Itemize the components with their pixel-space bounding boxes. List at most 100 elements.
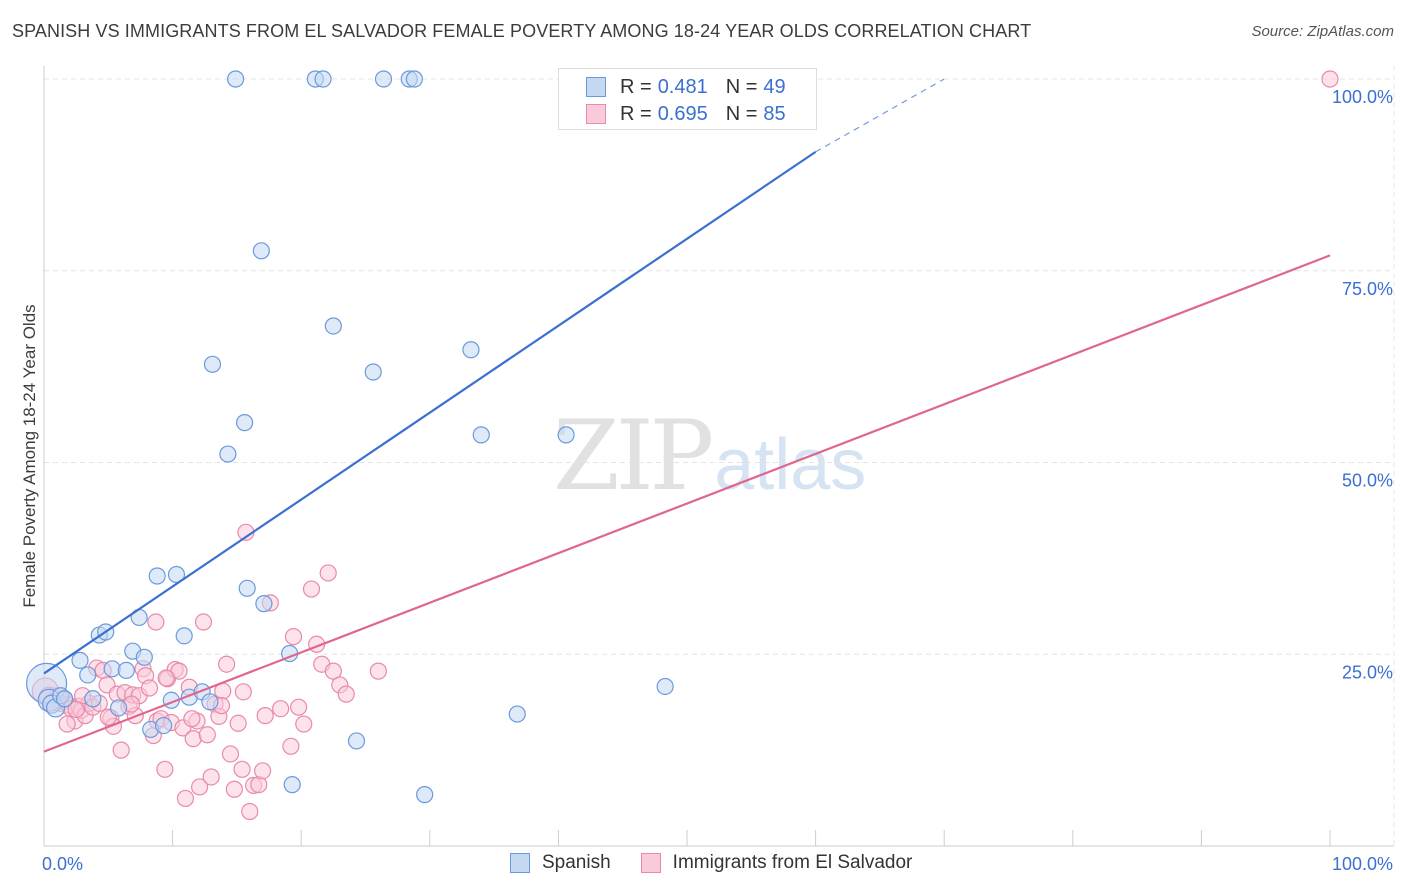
series-legend: Spanish Immigrants from El Salvador bbox=[510, 852, 942, 874]
x-tick-label: 0.0% bbox=[42, 854, 83, 874]
series-swatch-spanish bbox=[510, 853, 530, 873]
point-spanish bbox=[324, 317, 342, 335]
legend-n-value: 85 bbox=[763, 102, 786, 125]
legend-n-value: 49 bbox=[763, 75, 786, 98]
point-spanish bbox=[283, 776, 301, 794]
point-spanish bbox=[175, 627, 193, 645]
point-spanish bbox=[79, 666, 97, 684]
trendline-el-salvador bbox=[43, 254, 1331, 753]
point-el-salvador bbox=[284, 628, 303, 646]
point-el-salvador bbox=[67, 700, 85, 719]
point-el-salvador bbox=[147, 613, 165, 631]
legend-row-spanish: R = 0.481 N = 49 bbox=[586, 75, 786, 99]
grid-layer bbox=[44, 66, 1395, 846]
legend-swatch-spanish bbox=[586, 77, 606, 97]
y-tick-label: 25.0% bbox=[1342, 662, 1393, 682]
series-legend-el-salvador[interactable]: Immigrants from El Salvador bbox=[640, 852, 913, 874]
y-tick-label: 75.0% bbox=[1342, 279, 1393, 299]
point-spanish bbox=[167, 565, 186, 584]
legend-n-label: N = bbox=[725, 102, 758, 125]
point-el-salvador bbox=[282, 737, 300, 755]
point-el-salvador bbox=[218, 655, 236, 673]
point-el-salvador bbox=[176, 789, 195, 808]
point-el-salvador bbox=[302, 580, 321, 598]
point-spanish bbox=[148, 567, 166, 585]
point-spanish bbox=[314, 70, 332, 88]
point-el-salvador bbox=[221, 745, 240, 763]
point-el-salvador bbox=[156, 760, 174, 778]
point-el-salvador bbox=[319, 564, 337, 582]
point-el-salvador bbox=[202, 768, 220, 786]
points-immigrants-el-salvador bbox=[31, 70, 1339, 821]
point-spanish bbox=[84, 690, 102, 708]
point-spanish bbox=[364, 363, 382, 381]
point-spanish bbox=[416, 786, 434, 804]
point-el-salvador bbox=[194, 613, 213, 631]
point-el-salvador bbox=[256, 707, 274, 725]
point-spanish bbox=[508, 705, 526, 723]
point-spanish bbox=[236, 414, 254, 432]
point-spanish bbox=[109, 699, 128, 717]
legend-r-label: R = bbox=[620, 75, 652, 98]
point-spanish bbox=[117, 661, 135, 679]
point-el-salvador bbox=[241, 802, 259, 821]
legend-r-label: R = bbox=[620, 102, 652, 125]
chart-title: SPANISH VS IMMIGRANTS FROM EL SALVADOR F… bbox=[12, 21, 1032, 41]
point-el-salvador bbox=[157, 669, 175, 687]
point-spanish bbox=[219, 445, 237, 463]
y-tick-label: 100.0% bbox=[1332, 87, 1393, 107]
point-el-salvador bbox=[233, 760, 251, 778]
point-el-salvador bbox=[225, 780, 243, 798]
point-el-salvador bbox=[183, 710, 201, 728]
tick-label-layer: 25.0% 50.0% 75.0% 100.0% 0.0% 100.0% bbox=[42, 87, 1393, 874]
point-spanish bbox=[154, 716, 173, 735]
point-spanish bbox=[252, 242, 270, 260]
point-el-salvador bbox=[234, 683, 252, 701]
point-spanish bbox=[557, 426, 575, 444]
point-el-salvador bbox=[229, 714, 247, 732]
axis-layer bbox=[43, 66, 1394, 847]
trend-layer bbox=[43, 78, 1331, 753]
trendline-spanish-extension bbox=[815, 78, 945, 153]
point-el-salvador bbox=[184, 730, 202, 748]
legend-r-value: 0.481 bbox=[657, 75, 708, 98]
point-spanish bbox=[462, 341, 480, 359]
series-legend-spanish[interactable]: Spanish bbox=[510, 852, 611, 874]
series-label-el-salvador: Immigrants from El Salvador bbox=[672, 852, 913, 873]
point-spanish bbox=[405, 70, 423, 88]
point-el-salvador bbox=[112, 741, 130, 759]
legend-r-value: 0.695 bbox=[657, 102, 708, 125]
point-el-salvador bbox=[295, 715, 313, 733]
point-spanish bbox=[135, 648, 153, 666]
point-spanish bbox=[55, 690, 74, 708]
legend-row-el-salvador: R = 0.695 N = 85 bbox=[586, 102, 786, 126]
point-el-salvador bbox=[337, 685, 355, 703]
point-spanish bbox=[255, 595, 273, 613]
point-spanish bbox=[203, 355, 222, 373]
point-el-salvador bbox=[191, 778, 209, 796]
point-el-salvador bbox=[140, 679, 159, 697]
y-tick-label: 50.0% bbox=[1342, 471, 1393, 491]
point-el-salvador bbox=[254, 762, 272, 780]
point-spanish bbox=[238, 579, 256, 597]
series-label-spanish: Spanish bbox=[542, 852, 611, 873]
point-el-salvador bbox=[272, 700, 290, 718]
source-credit: Source: ZipAtlas.com bbox=[1251, 23, 1394, 40]
point-el-salvador bbox=[1321, 70, 1339, 88]
point-spanish bbox=[374, 70, 393, 88]
point-spanish bbox=[472, 426, 490, 444]
point-el-salvador bbox=[198, 726, 216, 744]
point-spanish bbox=[201, 693, 219, 711]
point-spanish bbox=[71, 651, 89, 669]
trendline-spanish bbox=[43, 150, 817, 675]
legend-n-label: N = bbox=[725, 75, 758, 98]
series-swatch-el-salvador bbox=[640, 853, 661, 873]
correlation-legend: R = 0.481 N = 49 R = 0.695 N = 85 bbox=[558, 68, 817, 130]
point-el-salvador bbox=[290, 698, 308, 716]
point-el-salvador bbox=[369, 662, 387, 680]
point-spanish bbox=[103, 660, 121, 678]
legend-swatch-el-salvador bbox=[586, 104, 606, 124]
point-el-salvador bbox=[58, 715, 76, 733]
x-tick-label: 100.0% bbox=[1332, 854, 1393, 874]
